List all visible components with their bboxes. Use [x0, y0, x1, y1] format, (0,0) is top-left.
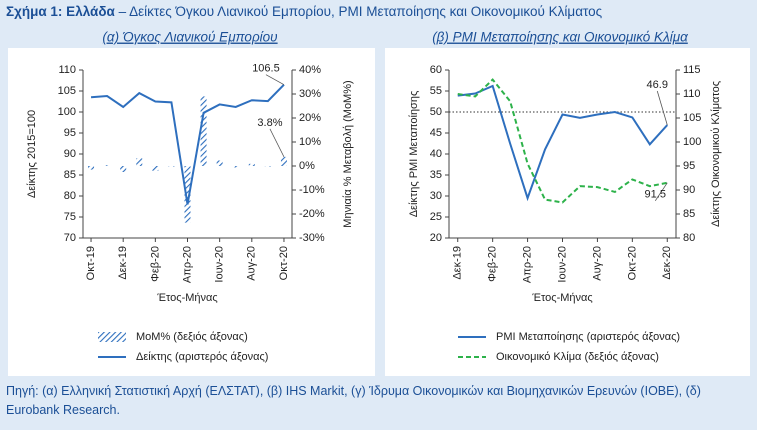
y2-tick-label: 110 — [683, 88, 701, 100]
x-tick-label: Ιουν-20 — [556, 246, 568, 283]
y-tick-label: 90 — [64, 148, 76, 160]
x-axis-label: Έτος-Μήνας — [156, 292, 217, 304]
y-tick-label: 25 — [430, 211, 442, 223]
bar — [168, 166, 175, 167]
y-tick-label: 60 — [430, 64, 442, 76]
x-tick-label: Δεκ-19 — [452, 246, 464, 280]
y2-tick-label: -10% — [299, 184, 325, 196]
annotation: 46.9 — [647, 79, 668, 91]
x-tick-label: Απρ-20 — [521, 246, 533, 283]
x-tick-label: Φεβ-20 — [487, 246, 499, 282]
y-tick-label: 40 — [430, 148, 442, 160]
figure-title-text: – Δείκτες Όγκου Λιανικού Εμπορίου, PMI Μ… — [118, 4, 603, 19]
subtitle: (α) Όγκος Λιανικού Εμπορίου — [102, 30, 277, 45]
bar — [104, 165, 111, 166]
bar — [152, 166, 159, 171]
bar — [120, 166, 127, 172]
x-axis-label: Έτος-Μήνας — [531, 292, 592, 304]
y-tick-label: 85 — [64, 169, 76, 181]
y-tick-label: 105 — [58, 85, 76, 97]
x-tick-label: Αυγ-20 — [591, 246, 603, 281]
y-tick-label: 80 — [64, 190, 76, 202]
x-tick-label: Δεκ-20 — [661, 246, 673, 280]
x-tick-label: Οκτ-20 — [626, 246, 638, 280]
x-tick-label: Απρ-20 — [181, 246, 193, 283]
line-series — [457, 84, 669, 202]
annotation: 91.5 — [645, 189, 666, 201]
y2-tick-label: 90 — [683, 184, 695, 196]
x-tick-label: Αυγ-20 — [246, 246, 258, 281]
y2-tick-label: 95 — [683, 160, 695, 172]
y-tick-label: 75 — [64, 211, 76, 223]
annotation: 106.5 — [252, 63, 280, 75]
annotation-leader — [654, 182, 668, 202]
y2-tick-label: 105 — [683, 112, 701, 124]
y-tick-label: 55 — [430, 85, 442, 97]
y2-tick-label: 80 — [683, 232, 695, 244]
y-tick-label: 45 — [430, 127, 442, 139]
annotation: 3.8% — [257, 117, 282, 129]
x-tick-label: Ιουν-20 — [214, 246, 226, 283]
y-tick-label: 100 — [58, 106, 76, 118]
bar — [136, 158, 143, 166]
y2-axis-label: Δείκτης Οικονομικού Κλίματος — [710, 81, 722, 227]
y2-tick-label: 115 — [683, 64, 701, 76]
x-tick-label: Οκτ-19 — [85, 246, 97, 280]
bar — [88, 166, 95, 170]
y2-tick-label: 20% — [299, 112, 321, 124]
y2-tick-label: 10% — [299, 136, 321, 148]
x-tick-label: Οκτ-20 — [278, 246, 290, 280]
y-axis-label: Δείκτης PMI Μεταποίησης — [408, 91, 420, 218]
bar — [232, 166, 239, 168]
y-tick-label: 20 — [430, 232, 442, 244]
y2-tick-label: 0% — [299, 160, 315, 172]
subtitle: (β) PMI Μεταποίησης και Οικονομικό Κλίμα — [432, 30, 689, 45]
y2-tick-label: -20% — [299, 208, 325, 220]
legend-label: MoM% (δεξιός άξονας) — [136, 331, 248, 343]
y-tick-label: 70 — [64, 232, 76, 244]
x-tick-label: Φεβ-20 — [149, 246, 161, 282]
legend-label: PMI Μεταποίησης (αριστερός άξονας) — [496, 331, 680, 343]
bar — [280, 156, 287, 166]
y-tick-label: 35 — [430, 169, 442, 181]
y-axis-label: Δείκτης 2015=100 — [26, 110, 38, 198]
figure-title: Σχήμα 1: Ελλάδα – Δείκτες Όγκου Λιανικού… — [6, 4, 602, 19]
legend-label: Οικονομικό Κλίμα (δεξιός άξονας) — [496, 351, 659, 363]
y-tick-label: 50 — [430, 106, 442, 118]
line-series — [90, 83, 285, 205]
y2-tick-label: -30% — [299, 232, 325, 244]
y2-tick-label: 40% — [299, 64, 321, 76]
line-series — [457, 78, 668, 204]
annotation-leader — [265, 74, 285, 86]
figure-label: Σχήμα 1: Ελλάδα — [6, 4, 115, 19]
annotation-leader — [269, 128, 285, 158]
y-tick-label: 30 — [430, 190, 442, 202]
panel — [8, 48, 375, 376]
y2-tick-label: 100 — [683, 136, 701, 148]
y2-axis-label: Μηνιαία % Μεταβολή (MoM%) — [342, 80, 354, 227]
x-tick-label: Δεκ-19 — [117, 246, 129, 280]
y-tick-label: 95 — [64, 127, 76, 139]
panel — [385, 48, 750, 376]
bar — [264, 166, 271, 167]
source-note: Πηγή: (α) Ελληνική Στατιστική Αρχή (ΕΛΣΤ… — [6, 384, 701, 417]
y2-tick-label: 30% — [299, 88, 321, 100]
legend-swatch — [98, 332, 126, 342]
y2-tick-label: 85 — [683, 208, 695, 220]
bar — [184, 166, 191, 223]
bar — [200, 96, 207, 166]
bar — [216, 160, 223, 166]
y-tick-label: 110 — [58, 64, 76, 76]
annotation-leader — [656, 90, 668, 126]
legend-label: Δείκτης (αριστερός άξονας) — [136, 351, 268, 363]
bar — [248, 163, 255, 166]
